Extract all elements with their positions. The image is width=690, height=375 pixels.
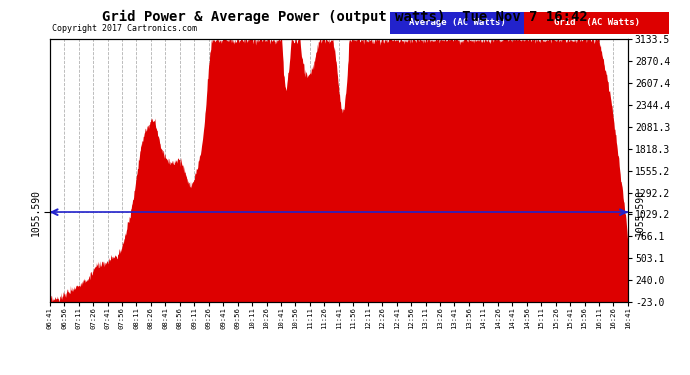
Text: Grid  (AC Watts): Grid (AC Watts) <box>553 18 640 27</box>
Bar <box>524 12 669 34</box>
Text: Grid Power & Average Power (output watts)  Tue Nov 7 16:42: Grid Power & Average Power (output watts… <box>102 9 588 24</box>
Text: Copyright 2017 Cartronics.com: Copyright 2017 Cartronics.com <box>52 24 197 33</box>
Text: Average (AC Watts): Average (AC Watts) <box>408 18 505 27</box>
Bar <box>390 12 524 34</box>
